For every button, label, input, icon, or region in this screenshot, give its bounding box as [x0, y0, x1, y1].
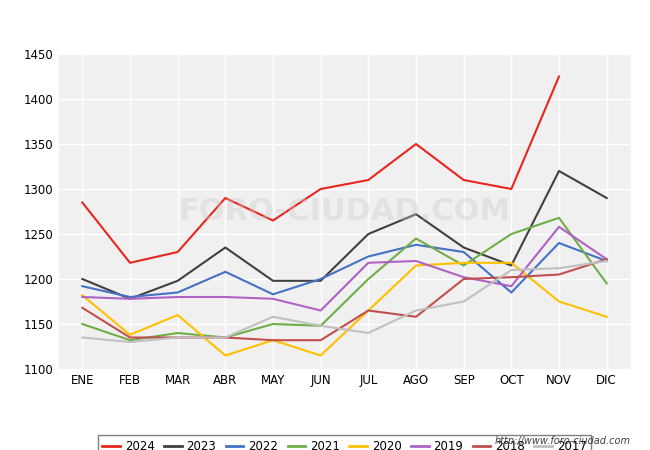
Text: FORO-CIUDAD.COM: FORO-CIUDAD.COM: [179, 197, 510, 226]
Text: Afiliados en Ribera del Fresno a 30/11/2024: Afiliados en Ribera del Fresno a 30/11/2…: [128, 11, 522, 29]
Legend: 2024, 2023, 2022, 2021, 2020, 2019, 2018, 2017: 2024, 2023, 2022, 2021, 2020, 2019, 2018…: [98, 435, 592, 450]
Text: http://www.foro-ciudad.com: http://www.foro-ciudad.com: [495, 436, 630, 446]
